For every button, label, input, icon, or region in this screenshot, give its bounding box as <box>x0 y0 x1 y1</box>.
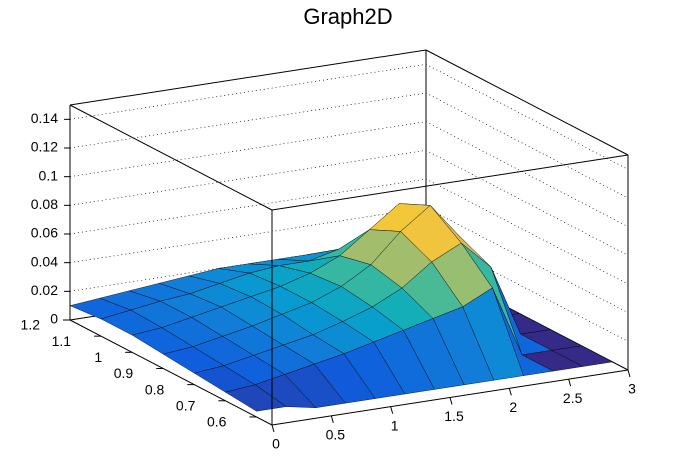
z-tick-label: 0.06 <box>31 225 58 241</box>
z-tick-label: 0.08 <box>31 196 58 212</box>
x-tick-label: 3 <box>628 381 636 397</box>
y-tick-label: 0.6 <box>207 414 227 430</box>
tick <box>627 369 631 378</box>
y-tick-label: 0.9 <box>114 365 134 381</box>
grid-line <box>69 92 629 199</box>
y-tick-label: 0.7 <box>176 397 196 413</box>
axis-line <box>69 319 273 426</box>
x-tick-label: 2.5 <box>563 390 583 406</box>
z-tick-label: 0.14 <box>31 110 58 126</box>
tick <box>568 379 572 387</box>
tick <box>390 406 394 414</box>
tick <box>508 388 512 396</box>
surface-cell <box>224 384 287 412</box>
axis-line <box>271 154 629 211</box>
z-tick-label: 0.04 <box>31 253 58 269</box>
tick <box>271 424 275 433</box>
grid-line <box>69 63 629 170</box>
z-tick-label: 0.12 <box>31 139 58 155</box>
axis-line <box>69 49 427 106</box>
chart-title: Graph2D <box>303 4 392 29</box>
grid-line <box>69 121 629 227</box>
z-tick-label: 0 <box>50 311 58 327</box>
x-tick-label: 2 <box>509 399 517 415</box>
grid-line <box>69 149 629 256</box>
y-tick-label: 1.2 <box>21 317 41 333</box>
grid-line <box>69 178 629 285</box>
x-tick-label: 0 <box>272 436 280 452</box>
z-tick-label: 0.02 <box>31 282 58 298</box>
tick <box>449 397 453 405</box>
axis-line <box>69 104 273 211</box>
y-tick-label: 1 <box>94 349 102 365</box>
y-tick-label: 0.8 <box>145 381 165 397</box>
x-tick-label: 0.5 <box>326 427 346 443</box>
x-tick-label: 1 <box>391 417 399 433</box>
tick <box>330 415 334 423</box>
y-tick-label: 1.1 <box>52 333 72 349</box>
axis-line <box>425 49 629 156</box>
x-tick-label: 1.5 <box>444 408 464 424</box>
z-tick-label: 0.1 <box>39 167 59 183</box>
